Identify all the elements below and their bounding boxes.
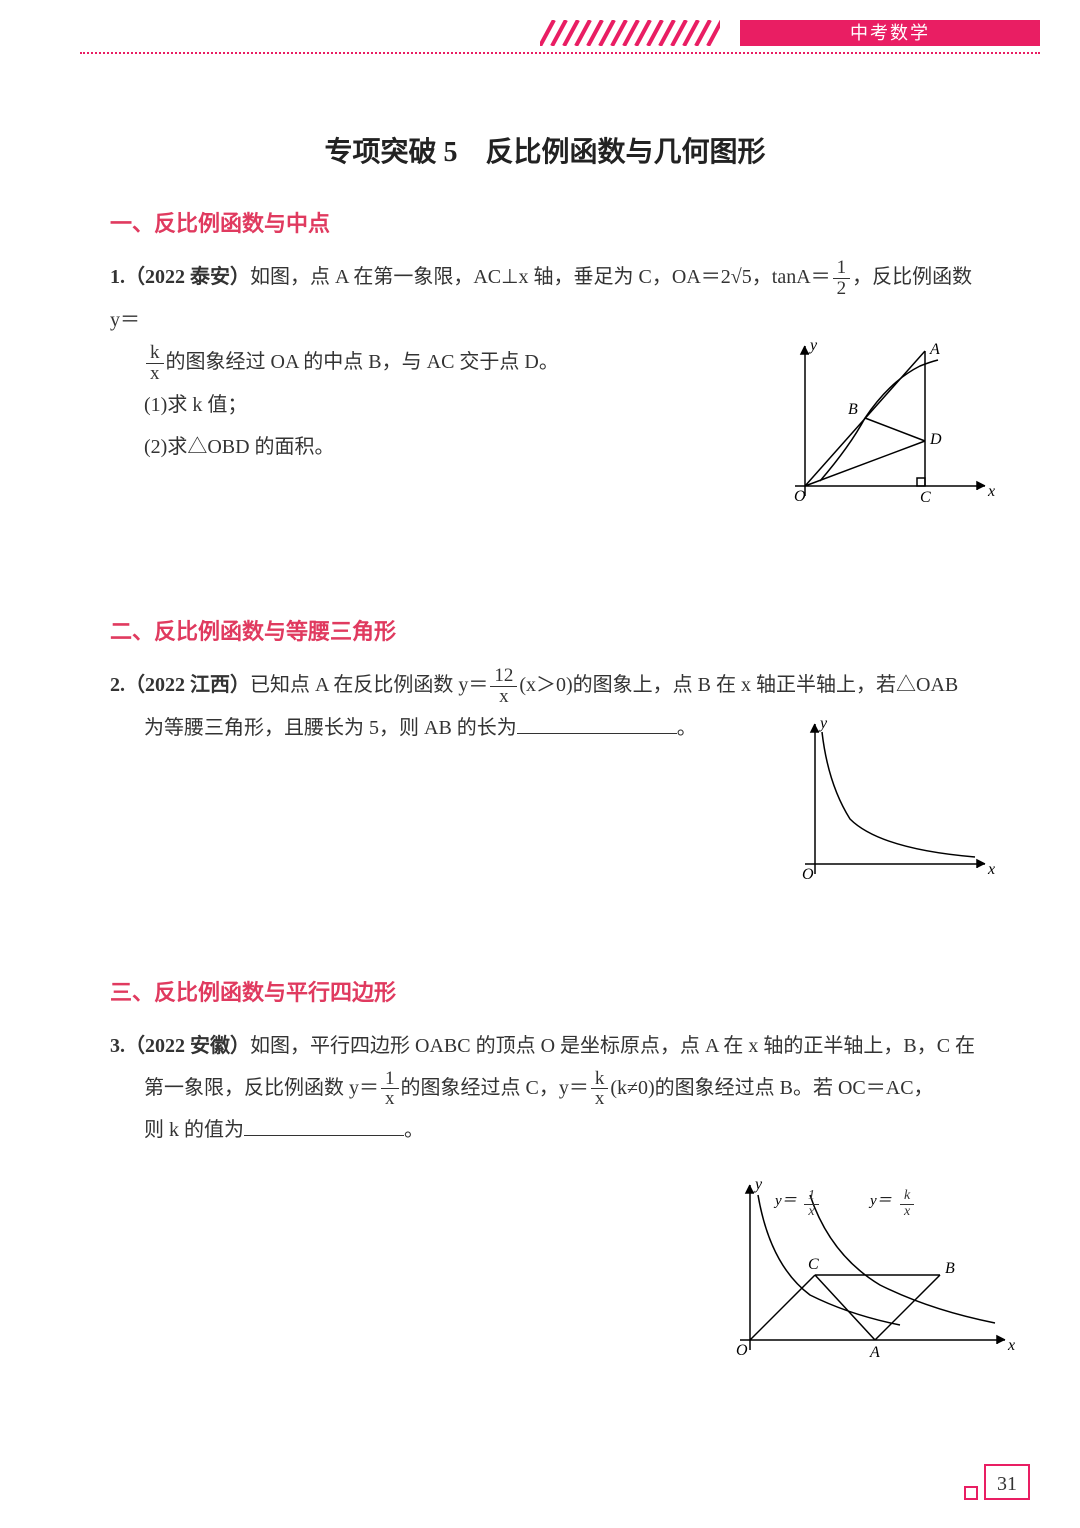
problem-3-text-d: (k≠0)的图象经过点 B。若 OC＝AC， <box>610 1077 933 1099</box>
eq2-den: x <box>900 1205 914 1220</box>
section-3-heading: 三、反比例函数与平行四边形 <box>110 975 980 1007</box>
main-title: 专项突破 5 反比例函数与几何图形 <box>110 130 980 170</box>
problem-3-line3-wrap: 则 k 的值为 。 <box>110 1109 980 1151</box>
eq2-num: k <box>900 1189 914 1205</box>
problem-1-text-a: 如图，点 A 在第一象限，AC⊥x 轴，垂足为 C，OA＝2 <box>250 266 731 288</box>
axis-y-label: y <box>818 715 828 732</box>
frac-num: k <box>591 1069 609 1090</box>
problem-3-text-a: 如图，平行四边形 OABC 的顶点 O 是坐标原点，点 A 在 x 轴的正半轴上… <box>250 1035 975 1057</box>
header-label: 中考数学 <box>740 20 1040 46</box>
problem-3-line2-wrap: 第一象限，反比例函数 y＝1x的图象经过点 C，y＝kx(k≠0)的图象经过点 … <box>110 1067 980 1110</box>
frac-den: x <box>146 364 164 384</box>
problem-3-text-e: 则 k 的值为 <box>144 1119 244 1141</box>
frac-num: 12 <box>490 666 517 687</box>
answer-blank-2 <box>517 712 677 734</box>
problem-1-tag: 1.（2022 泰安） <box>110 266 250 288</box>
eq2-prefix: y＝ <box>868 1193 892 1209</box>
frac-k-x: kx <box>146 343 164 384</box>
origin-label: O <box>802 866 814 883</box>
page-number: 31 <box>984 1464 1030 1500</box>
frac-12-x: 12x <box>490 666 517 707</box>
eq1-den: x <box>804 1205 819 1220</box>
point-D-label: D <box>929 431 942 448</box>
problem-3-text-c: 的图象经过点 C，y＝ <box>401 1077 589 1099</box>
problem-2-text-a: 已知点 A 在反比例函数 y＝ <box>250 674 488 696</box>
eq1-prefix: y＝ <box>773 1193 797 1209</box>
figure-1: y x O A B D C <box>770 336 1000 506</box>
point-C-label: C <box>808 1256 819 1273</box>
point-A-label: A <box>869 1344 880 1361</box>
problem-2-text-c: 为等腰三角形，且腰长为 5，则 AB 的长为 <box>144 717 517 739</box>
problem-2-text-b: (x＞0)的图象上，点 B 在 x 轴正半轴上，若△OAB <box>519 674 958 696</box>
sqrt-5: √5 <box>731 266 752 288</box>
point-A-label: A <box>929 341 940 358</box>
answer-blank-3 <box>244 1114 404 1136</box>
problem-3: 3.（2022 安徽）如图，平行四边形 OABC 的顶点 O 是坐标原点，点 A… <box>110 1025 980 1152</box>
figure-3: y x O A B C y＝ 1 x y＝ k <box>720 1175 1020 1365</box>
page-content: 专项突破 5 反比例函数与几何图形 一、反比例函数与中点 1.（2022 泰安）… <box>0 50 1080 1151</box>
point-C-label: C <box>920 489 931 506</box>
problem-1: 1.（2022 泰安）如图，点 A 在第一象限，AC⊥x 轴，垂足为 C，OA＝… <box>110 256 980 468</box>
origin-label: O <box>736 1342 748 1359</box>
axis-x-label: x <box>987 483 995 500</box>
problem-3-tag: 3.（2022 安徽） <box>110 1035 250 1057</box>
problem-1-line2: 的图象经过 OA 的中点 B，与 AC 交于点 D。 <box>166 351 559 373</box>
point-B-label: B <box>848 401 858 418</box>
origin-label: O <box>794 488 806 505</box>
eq1-num: 1 <box>804 1189 819 1205</box>
top-border <box>80 52 1040 54</box>
figure-2: y x O <box>780 714 1000 884</box>
page-number-decoration <box>964 1486 978 1500</box>
problem-2: 2.（2022 江西）已知点 A 在反比例函数 y＝12x(x＞0)的图象上，点… <box>110 664 980 749</box>
frac-num: 1 <box>833 258 851 279</box>
frac-1-2: 12 <box>833 258 851 299</box>
section-2-heading: 二、反比例函数与等腰三角形 <box>110 614 980 646</box>
axis-x-label: x <box>987 861 995 878</box>
frac-den: x <box>490 687 517 707</box>
frac-num: 1 <box>381 1069 399 1090</box>
page-header: 中考数学 <box>0 0 1080 50</box>
problem-3-text-b: 第一象限，反比例函数 y＝ <box>144 1077 379 1099</box>
frac-num: k <box>146 343 164 364</box>
problem-2-tag: 2.（2022 江西） <box>110 674 250 696</box>
frac-den: 2 <box>833 279 851 299</box>
frac-1-x: 1x <box>381 1069 399 1110</box>
frac-k-x-3: kx <box>591 1069 609 1110</box>
point-B-label: B <box>945 1260 955 1277</box>
hatch-decoration <box>540 20 720 46</box>
problem-2-text-d: 。 <box>677 717 697 739</box>
axis-x-label: x <box>1007 1337 1015 1354</box>
problem-1-text-b: ，tanA＝ <box>752 266 831 288</box>
frac-den: x <box>591 1089 609 1109</box>
section-1-heading: 一、反比例函数与中点 <box>110 206 980 238</box>
axis-y-label: y <box>753 1176 763 1193</box>
axis-y-label: y <box>808 337 818 354</box>
frac-den: x <box>381 1089 399 1109</box>
problem-3-text-f: 。 <box>404 1119 424 1141</box>
